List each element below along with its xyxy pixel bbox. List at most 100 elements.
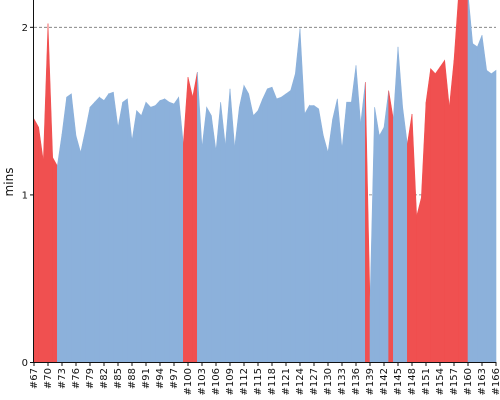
area-segment (215, 102, 221, 363)
area-segment-highlight (453, 0, 459, 363)
area-segment (206, 106, 212, 363)
area-segment-highlight (52, 156, 58, 363)
area-segment (285, 89, 291, 363)
area-segment (341, 102, 347, 363)
area-segment-highlight (388, 90, 394, 363)
area-segment (141, 102, 147, 363)
x-tick-label: #130 (323, 368, 334, 395)
area-segment (243, 84, 249, 363)
area-segment (281, 93, 287, 363)
x-tick-label: #121 (281, 368, 292, 395)
area-segment (80, 130, 86, 363)
x-tick-label: #100 (183, 368, 194, 395)
area-segment (145, 101, 151, 363)
area-segment (248, 93, 254, 363)
x-tick-label: #97 (169, 368, 180, 389)
x-tick-label: #70 (43, 368, 54, 389)
area-segment (304, 104, 310, 363)
area-segment (486, 69, 492, 363)
area-segment (71, 93, 77, 363)
area-segment (309, 105, 315, 363)
x-tick-label: #73 (57, 368, 68, 389)
area-segment (327, 118, 333, 363)
area-segment (351, 65, 357, 363)
area-segment (271, 87, 277, 363)
x-tick-label: #94 (155, 368, 166, 389)
x-tick-label: #88 (127, 368, 138, 389)
area-segment (397, 46, 403, 363)
x-tick-label: #82 (99, 368, 110, 389)
area-series (33, 0, 497, 363)
area-segment (225, 88, 231, 363)
area-segment (290, 73, 296, 363)
area-segment (295, 28, 301, 363)
area-segment (127, 98, 133, 363)
area-segment (75, 135, 81, 363)
area-segment-highlight (33, 117, 39, 363)
area-segment (211, 115, 217, 363)
area-segment-highlight (192, 72, 198, 363)
x-tick-label: #148 (407, 368, 418, 395)
area-segment (113, 92, 119, 363)
area-segment (467, 0, 473, 363)
x-tick-label: #79 (85, 368, 96, 389)
area-segment-highlight (435, 66, 441, 363)
x-tick-label: #136 (351, 368, 362, 395)
area-segment (117, 102, 123, 363)
x-tick-label: #127 (309, 368, 320, 395)
y-tick-label: 0 (22, 358, 28, 369)
x-tick-label: #67 (29, 368, 40, 389)
area-segment (267, 86, 273, 363)
area-segment (402, 107, 408, 363)
y-ticks: 0 1 2 (22, 23, 34, 369)
y-tick-label: 2 (22, 23, 28, 34)
x-tick-label: #124 (295, 368, 306, 395)
area-segment (393, 46, 399, 363)
area-segment-highlight (463, 0, 469, 363)
x-tick-label: #139 (365, 368, 376, 395)
x-tick-label: #106 (211, 368, 222, 395)
area-segment-highlight (38, 127, 44, 363)
area-segment (374, 107, 380, 363)
area-segment (253, 109, 259, 363)
x-tick-label: #103 (197, 368, 208, 395)
area-segment (131, 110, 137, 363)
y-tick-label: 1 (22, 190, 28, 201)
area-segment (332, 98, 338, 363)
area-segment-highlight (47, 23, 53, 363)
area-segment (201, 107, 207, 363)
area-segment (299, 28, 305, 363)
area-segment (57, 134, 63, 363)
area-segment-highlight (439, 59, 445, 363)
area-segment-highlight (183, 77, 189, 363)
area-segment (61, 97, 67, 363)
area-segment (173, 96, 179, 363)
area-segment-highlight (365, 82, 371, 363)
y-axis-title: mins (2, 168, 16, 197)
area-segment-highlight (425, 68, 431, 363)
area-segment (337, 98, 343, 363)
x-tick-label: #151 (421, 368, 432, 395)
area-segment (122, 98, 128, 363)
area-segment (313, 104, 319, 363)
area-segment (94, 96, 100, 363)
x-tick-label: #133 (337, 368, 348, 395)
area-segment (229, 88, 235, 363)
area-segment (89, 101, 95, 363)
x-tick-label: #163 (477, 368, 488, 395)
area-segment (178, 97, 184, 363)
area-segment (477, 35, 483, 363)
area-segment (360, 82, 366, 363)
area-segment (472, 42, 478, 363)
area-segment-highlight (449, 60, 455, 363)
x-tick-label: #76 (71, 368, 82, 389)
area-segment-highlight (421, 102, 427, 363)
x-tick-label: #85 (113, 368, 124, 389)
area-segment (318, 108, 324, 363)
area-segment (85, 107, 91, 363)
area-segment (136, 109, 142, 363)
area-segment (239, 85, 245, 363)
area-segment-highlight (407, 113, 413, 363)
area-segment (257, 98, 263, 363)
